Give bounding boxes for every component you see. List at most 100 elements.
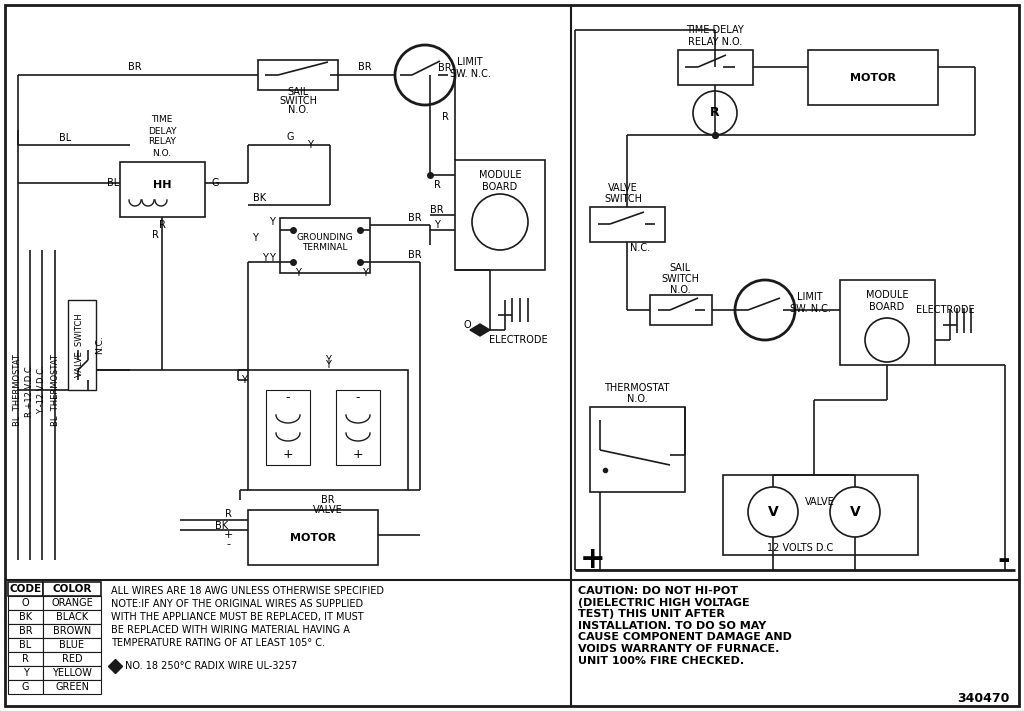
Bar (248, 370, 408, 490)
Bar (8, 680, 43, 694)
Circle shape (395, 45, 455, 105)
Text: ALL WIRES ARE 18 AWG UNLESS OTHERWISE SPECIFIED: ALL WIRES ARE 18 AWG UNLESS OTHERWISE SP… (111, 586, 384, 596)
Text: BK: BK (253, 193, 266, 203)
Bar (808, 50, 938, 105)
Text: RELAY: RELAY (148, 137, 176, 146)
Text: BR: BR (438, 63, 452, 73)
Bar (43, 666, 101, 680)
Text: HH: HH (153, 180, 171, 190)
Bar (43, 680, 101, 694)
Text: N.C.: N.C. (630, 243, 650, 253)
Text: NO. 18 250°C RADIX WIRE UL-3257: NO. 18 250°C RADIX WIRE UL-3257 (125, 661, 297, 671)
Text: CAUTION: DO NOT HI-POT
(DIELECTRIC HIGH VOLTAGE
TEST) THIS UNIT AFTER
INSTALLATI: CAUTION: DO NOT HI-POT (DIELECTRIC HIGH … (578, 586, 792, 665)
Text: DELAY: DELAY (147, 127, 176, 136)
Text: BL  THERMOSTAT: BL THERMOSTAT (13, 354, 23, 426)
Text: Y: Y (362, 268, 368, 278)
Text: O: O (22, 598, 30, 608)
Text: BR: BR (409, 213, 422, 223)
Text: +: + (580, 545, 605, 574)
Text: WITH THE APPLIANCE MUST BE REPLACED, IT MUST: WITH THE APPLIANCE MUST BE REPLACED, IT … (111, 612, 364, 622)
Text: ORANGE: ORANGE (51, 598, 93, 608)
Text: Y: Y (23, 668, 29, 678)
Bar (678, 50, 753, 85)
Polygon shape (470, 324, 490, 336)
Text: BLUE: BLUE (59, 640, 85, 650)
Text: BLACK: BLACK (56, 612, 88, 622)
Bar (8, 624, 43, 638)
Text: R: R (224, 509, 231, 519)
Text: R: R (441, 112, 449, 122)
Text: TERMINAL: TERMINAL (302, 243, 348, 252)
Bar (43, 638, 101, 652)
Bar (840, 280, 935, 365)
Text: 340470: 340470 (957, 692, 1010, 705)
Text: BR: BR (128, 62, 141, 72)
Bar (280, 218, 370, 273)
Text: THERMOSTAT: THERMOSTAT (604, 383, 670, 393)
Text: Y: Y (262, 253, 268, 263)
Text: YELLOW: YELLOW (52, 668, 92, 678)
Text: RED: RED (61, 654, 82, 664)
Text: Y: Y (241, 375, 247, 385)
Text: ELECTRODE: ELECTRODE (915, 305, 974, 315)
Circle shape (693, 91, 737, 135)
Text: GREEN: GREEN (55, 682, 89, 692)
Text: Y -12 V.D.C.: Y -12 V.D.C. (38, 365, 46, 415)
Text: Y: Y (252, 233, 258, 243)
Circle shape (830, 487, 880, 537)
Text: VALVE  SWITCH: VALVE SWITCH (76, 313, 85, 377)
Text: VALVE: VALVE (608, 183, 638, 193)
Text: -: - (355, 392, 360, 405)
Text: SW. N.C.: SW. N.C. (790, 304, 830, 314)
Text: R: R (711, 107, 720, 119)
Text: LIMIT: LIMIT (798, 292, 823, 302)
Text: Y: Y (434, 220, 440, 230)
Bar (43, 624, 101, 638)
Bar (43, 596, 101, 610)
Text: SWITCH: SWITCH (604, 194, 642, 204)
Bar (590, 207, 665, 242)
Bar (650, 295, 712, 325)
Bar (43, 582, 101, 596)
Text: BR: BR (358, 62, 372, 72)
Text: Y: Y (325, 360, 331, 370)
Text: BK: BK (18, 612, 32, 622)
Text: R +12 V.D.C.: R +12 V.D.C. (26, 363, 35, 417)
Text: GROUNDING: GROUNDING (297, 232, 353, 242)
Bar (336, 390, 380, 465)
Text: G: G (22, 682, 30, 692)
Text: -: - (226, 539, 230, 549)
Bar (723, 475, 918, 555)
Text: ELECTRODE: ELECTRODE (488, 335, 547, 345)
Text: Y: Y (269, 253, 274, 263)
Text: -: - (286, 392, 290, 405)
Text: BL: BL (19, 640, 32, 650)
Bar (43, 610, 101, 624)
Text: TIME DELAY: TIME DELAY (686, 25, 743, 35)
Text: SWITCH: SWITCH (279, 96, 317, 106)
Text: BL: BL (106, 178, 119, 188)
Text: +: + (352, 449, 364, 461)
Text: N.C.: N.C. (95, 336, 104, 354)
Bar (8, 582, 43, 596)
Bar (266, 390, 310, 465)
Text: SWITCH: SWITCH (662, 274, 699, 284)
Bar (258, 60, 338, 90)
Circle shape (865, 318, 909, 362)
Text: -: - (997, 545, 1010, 574)
Circle shape (735, 280, 795, 340)
Circle shape (748, 487, 798, 537)
Text: MOTOR: MOTOR (290, 533, 336, 543)
Text: MODULE: MODULE (865, 290, 908, 300)
Text: TEMPERATURE RATING OF AT LEAST 105° C.: TEMPERATURE RATING OF AT LEAST 105° C. (111, 638, 325, 648)
Text: VALVE: VALVE (805, 497, 835, 507)
Text: SW. N.C.: SW. N.C. (450, 69, 490, 79)
Bar (590, 407, 685, 492)
Text: R: R (159, 220, 166, 230)
Bar (8, 652, 43, 666)
Bar (68, 300, 96, 390)
Text: BL  THERMOSTAT: BL THERMOSTAT (50, 354, 59, 426)
Text: BR: BR (322, 495, 335, 505)
Bar (8, 638, 43, 652)
Text: +: + (283, 449, 293, 461)
